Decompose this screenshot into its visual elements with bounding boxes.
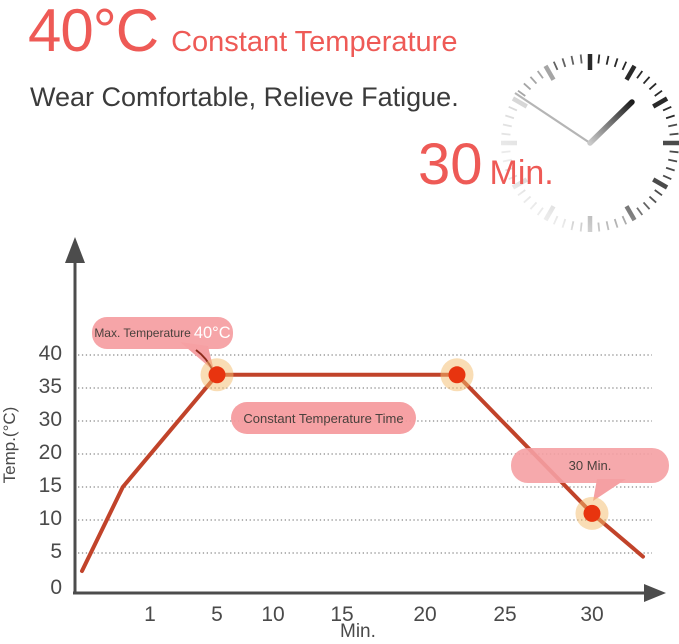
subtitle: Wear Comfortable, Relieve Fatigue. [30, 82, 459, 112]
clock-tick [662, 174, 672, 181]
clock-tick [543, 205, 556, 222]
clock-tick [505, 166, 515, 172]
clock-tick [605, 221, 610, 231]
clock-tick [621, 215, 628, 225]
clock-tick [648, 82, 657, 91]
clock-tick [605, 55, 610, 65]
y-tick-label: 40 [38, 342, 62, 365]
y-tick-label: 20 [38, 441, 62, 464]
y-axis-title: Temp.(°C) [0, 406, 19, 484]
y-tick-label: 5 [50, 540, 62, 563]
x-axis-title: Min. [340, 621, 376, 642]
clock-tick [662, 105, 672, 112]
clock-hour-hand [587, 99, 635, 146]
clock-tick [523, 195, 532, 204]
clock-tick [508, 105, 518, 112]
clock-tick [505, 114, 515, 120]
clock-tick [511, 96, 528, 109]
callout-max-temperature-text: Max. Temperature [94, 326, 191, 340]
clock-tick [613, 58, 619, 68]
clock-tick [642, 76, 651, 85]
callout-constant-temperature-time-text: Constant Temperature Time [243, 410, 404, 426]
duration-badge: 30 Min. [418, 136, 554, 194]
clock-tick [511, 177, 528, 190]
data-point-dot [208, 366, 226, 384]
clock-tick [570, 221, 575, 231]
clock-tick [654, 189, 663, 197]
clock-tick [665, 114, 675, 120]
clock-tick [668, 158, 678, 163]
clock-tick [642, 201, 651, 210]
clock-tick [501, 132, 511, 136]
clock-tick [536, 70, 544, 79]
clock-minute-hand [514, 92, 591, 144]
clock-tick [543, 64, 556, 81]
x-tick-label: 10 [261, 603, 285, 626]
clock-tick [597, 54, 601, 64]
clock-tick [552, 215, 559, 225]
clock-tick [529, 201, 538, 210]
data-point-dot [583, 504, 601, 522]
clock-tick [517, 89, 526, 97]
clock-tick [624, 205, 637, 222]
clock-tick [636, 70, 644, 79]
clock-tick [668, 123, 678, 128]
headline-temperature-value: 40°C [28, 0, 159, 64]
callout-30-min: 30 Min. [511, 448, 669, 483]
clock-tick [529, 76, 538, 85]
clock-tick [648, 195, 657, 204]
clock-tick [561, 58, 567, 68]
headline: 40°C Constant Temperature [28, 0, 457, 65]
clock-tick [523, 82, 532, 91]
callout-max-temperature-value: 40°C [193, 323, 231, 342]
clock-tick [579, 54, 583, 64]
duration-value: 30 [418, 132, 483, 197]
x-tick-label: 15 [330, 603, 354, 626]
callout-constant-temperature-time: Constant Temperature Time [231, 402, 416, 434]
clock-tick [508, 174, 518, 181]
x-tick-label: 20 [413, 603, 437, 626]
clock-tick [570, 55, 575, 65]
clock-tick [636, 207, 644, 216]
clock-tick [669, 132, 679, 136]
y-tick-label: 15 [38, 474, 62, 497]
clock-tick [652, 177, 669, 190]
clock-tick [613, 218, 619, 228]
y-tick-label: 30 [38, 408, 62, 431]
clock-tick [624, 64, 637, 81]
clock-tick [502, 158, 512, 163]
callout-max-temperature: Max. Temperature 40°C [92, 317, 233, 349]
clock-tick [597, 222, 601, 232]
y-tick-label: 35 [38, 375, 62, 398]
y-tick-label: 0 [50, 576, 62, 599]
callout-30-min-text: 30 Min. [568, 458, 612, 473]
y-axis-arrow-icon [65, 237, 85, 263]
clock-tick [621, 61, 628, 71]
clock-tick [652, 96, 669, 109]
clock-tick [536, 207, 544, 216]
x-tick-label: 25 [493, 603, 517, 626]
data-point-dot [448, 366, 466, 384]
x-tick-label: 30 [580, 603, 604, 626]
clock-tick [517, 189, 526, 197]
clock-tick [501, 150, 511, 154]
headline-label: Constant Temperature [171, 26, 458, 58]
duration-unit: Min. [489, 154, 554, 192]
clock-tick [579, 222, 583, 232]
clock-tick [561, 218, 567, 228]
x-axis-arrow-icon [644, 584, 666, 602]
clock-icon [501, 54, 679, 232]
clock-tick [654, 89, 663, 97]
clock-tick [502, 123, 512, 128]
x-tick-label: 5 [211, 603, 223, 626]
callout-30-min-tail [593, 479, 626, 501]
clock-tick [665, 166, 675, 172]
x-tick-label: 1 [144, 603, 156, 626]
clock-tick [552, 61, 559, 71]
clock-tick [669, 150, 679, 154]
y-tick-label: 10 [38, 507, 62, 530]
